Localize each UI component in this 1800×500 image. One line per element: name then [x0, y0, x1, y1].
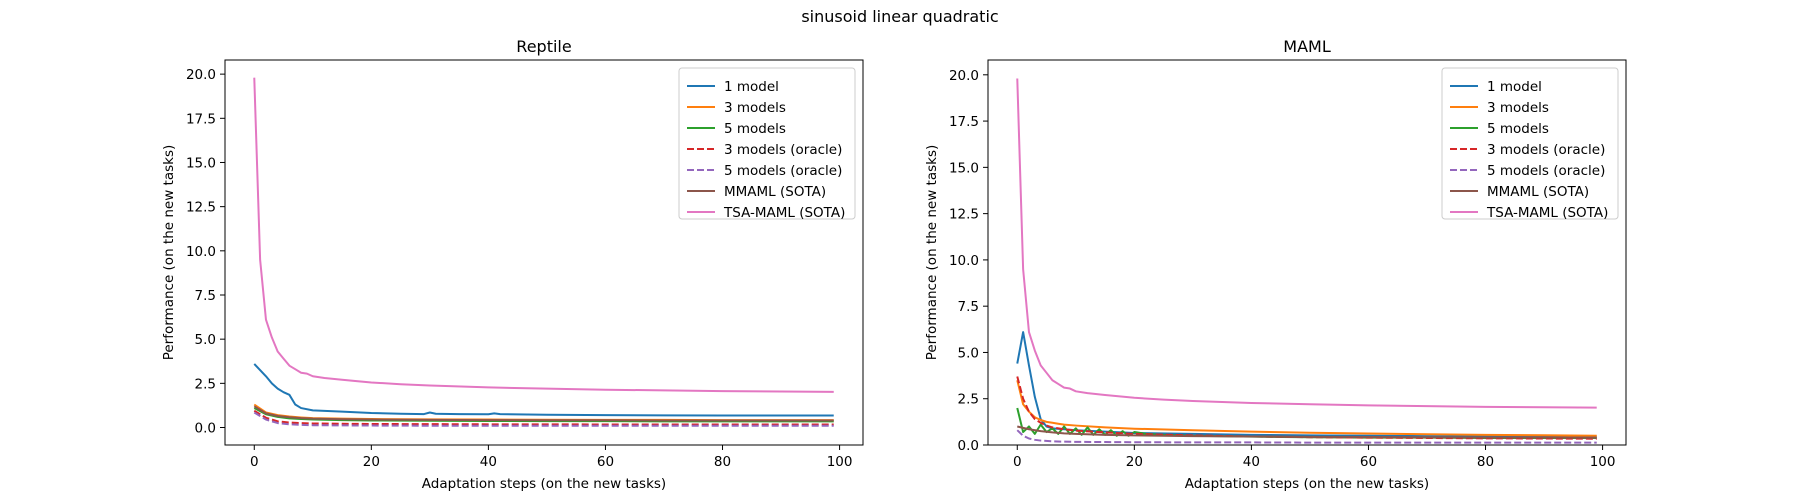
chart1-y-tick-label: 15.0: [949, 160, 979, 176]
chart0-x-axis-label: Adaptation steps (on the new tasks): [422, 476, 666, 492]
chart0-y-tick-label: 2.5: [195, 376, 216, 392]
figure-title: sinusoid linear quadratic: [801, 7, 998, 26]
chart1-series-mmaml-sota: [1017, 425, 1597, 439]
chart0-x-tick-label: 80: [714, 454, 731, 470]
chart0-y-tick-label: 10.0: [186, 244, 216, 260]
chart0-y-tick-label: 17.5: [186, 111, 216, 127]
chart0-y-axis-label: Performance (on the new tasks): [161, 145, 177, 361]
chart1-legend-label: TSA-MAML (SOTA): [1486, 205, 1608, 221]
chart0-series-tsa-maml-sota: [253, 77, 834, 393]
chart0-y-tick-label: 7.5: [195, 288, 216, 304]
chart0-x-tick-label: 60: [597, 454, 614, 470]
chart1-x-tick-label: 100: [1590, 454, 1616, 470]
chart1-legend-label: 3 models: [1487, 100, 1549, 116]
chart0-legend: 1 model 3 models 5 models 3 models (oracle)…: [678, 67, 856, 221]
chart0-legend-label: 5 models: [724, 121, 786, 137]
chart1-x-tick-label: 60: [1360, 454, 1377, 470]
chart1-axes-frame: [987, 59, 1627, 446]
chart0-x-tick-label: 40: [480, 454, 497, 470]
chart0-legend-label: 5 models (oracle): [724, 163, 842, 179]
chart1-y-tick-label: 2.5: [958, 392, 979, 408]
chart1-legend-label: 3 models (oracle): [1487, 142, 1605, 158]
chart0-legend-label: 3 models: [724, 100, 786, 116]
chart1-legend-label: 1 model: [1487, 79, 1542, 95]
chart0-title: Reptile: [516, 37, 571, 56]
chart0-legend-label: 1 model: [724, 79, 779, 95]
chart1-series-1-model: [1016, 331, 1597, 438]
maml-subplot: 0 20 40 60 80 100 0.0 2.5 5.0 7.5 10.0 12.5 15.0 17.5…: [924, 37, 1627, 492]
chart0-legend-label: MMAML (SOTA): [724, 184, 826, 200]
chart1-y-tick-label: 0.0: [958, 438, 979, 454]
chart0-axes-frame: [224, 59, 864, 446]
chart1-series-3-models: [1016, 379, 1597, 437]
chart0-y-tick-label: 20.0: [186, 67, 216, 83]
chart1-title: MAML: [1283, 37, 1331, 56]
chart0-series-1-model: [253, 363, 834, 417]
chart0-series-3-models-oracle: [253, 409, 834, 426]
chart0-y-tick-label: 5.0: [195, 332, 216, 348]
chart1-legend-frame: [1441, 67, 1619, 220]
chart0-x-tick-label: 20: [363, 454, 380, 470]
chart0-y-tick-label: 12.5: [186, 200, 216, 216]
chart0-y-tick-label: 0.0: [195, 421, 216, 437]
chart0-series-mmaml-sota: [253, 405, 834, 422]
chart0-legend-frame: [678, 67, 856, 220]
chart1-y-axis-label: Performance (on the new tasks): [924, 145, 940, 361]
chart1-series-tsa-maml-sota: [1016, 78, 1597, 409]
chart1-legend-label: 5 models (oracle): [1487, 163, 1605, 179]
chart1-x-tick-label: 20: [1126, 454, 1143, 470]
chart1-legend: 1 model 3 models 5 models 3 models (oracle)…: [1441, 67, 1619, 221]
chart0-legend-label: 3 models (oracle): [724, 142, 842, 158]
chart1-legend-label: MMAML (SOTA): [1487, 184, 1589, 200]
chart1-x-tick-label: 40: [1243, 454, 1260, 470]
chart0-y-tick-label: 15.0: [186, 155, 216, 171]
chart0-x-tick-label: 100: [827, 454, 853, 470]
chart1-series-5-models-oracle: [1016, 429, 1597, 444]
chart1-y-tick-label: 12.5: [949, 207, 979, 223]
chart1-y-tick-label: 17.5: [949, 114, 979, 130]
chart1-x-axis-label: Adaptation steps (on the new tasks): [1185, 476, 1429, 492]
reptile-subplot: 0 20 40 60 80 100 0.0 2.5 5.0 7.5 10.0 12.5 15.0 17.5…: [161, 37, 864, 492]
chart1-x-tick-label: 0: [1013, 454, 1022, 470]
chart1-legend-label: 5 models: [1487, 121, 1549, 137]
chart1-x-tick-label: 80: [1477, 454, 1494, 470]
chart1-y-tick-label: 10.0: [949, 253, 979, 269]
chart0-series-5-models-oracle: [253, 411, 834, 427]
chart1-y-tick-label: 20.0: [949, 68, 979, 84]
chart1-y-tick-label: 5.0: [958, 345, 979, 361]
chart0-legend-label: TSA-MAML (SOTA): [723, 205, 845, 221]
chart1-y-tick-label: 7.5: [958, 299, 979, 315]
chart0-x-tick-label: 0: [250, 454, 259, 470]
